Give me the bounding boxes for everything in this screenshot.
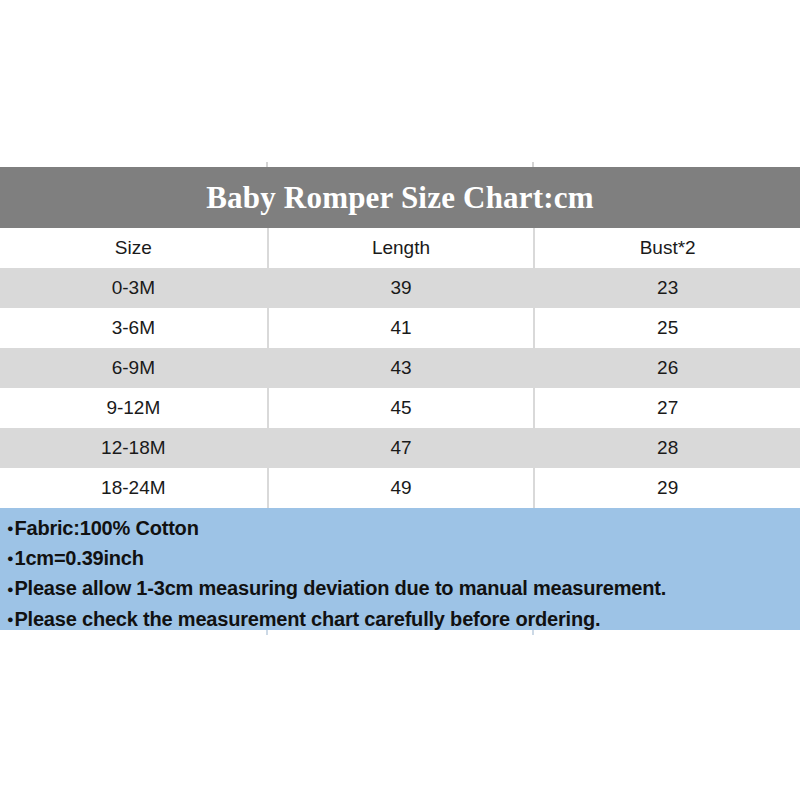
divider-stub (266, 630, 268, 635)
table-row: 12-18M 47 28 (0, 428, 800, 468)
size-chart-image: Baby Romper Size Chart:cm Size Length Bu… (0, 0, 800, 800)
table-cell: 3-6M (0, 308, 267, 348)
table-cell: 39 (267, 268, 534, 308)
table-cell: 29 (533, 468, 800, 508)
divider-stub (532, 630, 534, 635)
table-row: 18-24M 49 29 (0, 468, 800, 508)
table-cell: 18-24M (0, 468, 267, 508)
note-line: ●Please allow 1-3cm measuring deviation … (7, 574, 790, 604)
table-cell: 9-12M (0, 388, 267, 428)
table-cell: 26 (533, 348, 800, 388)
column-header-size: Size (0, 228, 267, 268)
note-text: 1cm=0.39inch (14, 547, 143, 569)
table-cell: 45 (267, 388, 534, 428)
table-row: 6-9M 43 26 (0, 348, 800, 388)
column-header-length: Length (267, 228, 534, 268)
note-text: Please check the measurement chart caref… (14, 608, 600, 630)
title-band: Baby Romper Size Chart:cm (0, 167, 800, 228)
note-line: ●Fabric:100% Cotton (7, 514, 790, 544)
table-cell: 28 (533, 428, 800, 468)
table-cell: 25 (533, 308, 800, 348)
column-header-bust: Bust*2 (533, 228, 800, 268)
table-cell: 47 (267, 428, 534, 468)
table-cell: 49 (267, 468, 534, 508)
table-cell: 27 (533, 388, 800, 428)
table-row: 9-12M 45 27 (0, 388, 800, 428)
table-cell: 6-9M (0, 348, 267, 388)
table-row: 3-6M 41 25 (0, 308, 800, 348)
page-title: Baby Romper Size Chart:cm (206, 180, 594, 216)
note-line: ●Please check the measurement chart care… (7, 605, 790, 635)
size-table: Size Length Bust*2 0-3M 39 23 3-6M 41 25… (0, 228, 800, 508)
bullet-icon: ● (7, 575, 13, 604)
note-text: Please allow 1-3cm measuring deviation d… (14, 577, 666, 599)
note-text: Fabric:100% Cotton (14, 517, 198, 539)
note-line: ●1cm=0.39inch (7, 544, 790, 574)
table-row: 0-3M 39 23 (0, 268, 800, 308)
table-cell: 23 (533, 268, 800, 308)
table-cell: 12-18M (0, 428, 267, 468)
table-cell: 41 (267, 308, 534, 348)
bullet-icon: ● (7, 544, 13, 573)
bullet-icon: ● (7, 605, 13, 634)
table-header-row: Size Length Bust*2 (0, 228, 800, 268)
bullet-icon: ● (7, 514, 13, 543)
table-cell: 43 (267, 348, 534, 388)
notes-band: ●Fabric:100% Cotton ●1cm=0.39inch ●Pleas… (0, 508, 800, 630)
table-cell: 0-3M (0, 268, 267, 308)
